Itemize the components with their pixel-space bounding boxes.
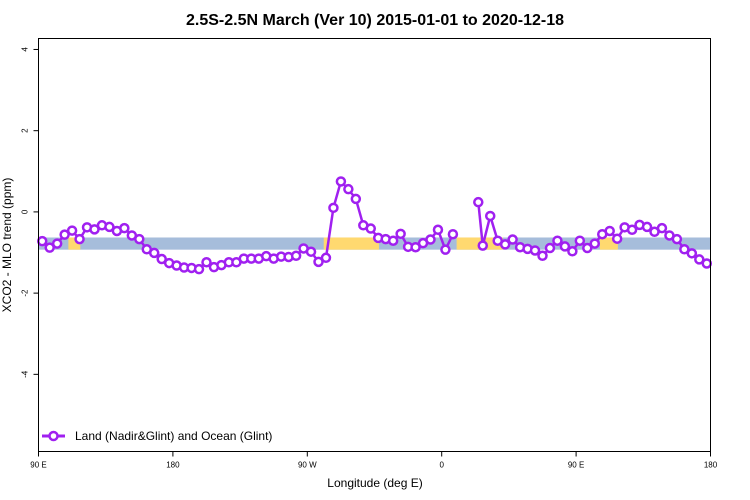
data-point xyxy=(89,224,100,235)
data-point xyxy=(425,234,436,245)
data-point xyxy=(473,196,484,208)
series-group xyxy=(36,176,713,275)
data-point xyxy=(544,242,556,254)
data-point xyxy=(343,183,354,195)
plot-frame xyxy=(38,38,711,452)
data-point xyxy=(313,256,324,268)
data-point xyxy=(656,222,668,234)
data-point xyxy=(589,238,601,249)
data-point xyxy=(201,257,212,268)
data-point xyxy=(36,235,48,247)
data-point xyxy=(484,210,496,222)
data-point xyxy=(626,224,638,236)
land-band xyxy=(68,237,81,250)
x-tick-label: 180 xyxy=(166,461,180,470)
legend-marker xyxy=(48,430,59,442)
y-tick-label: -2 xyxy=(21,289,30,297)
data-point xyxy=(365,223,377,234)
y-tick-label: 0 xyxy=(21,209,30,214)
data-point xyxy=(567,246,578,257)
data-point xyxy=(701,258,713,269)
data-point xyxy=(44,242,55,253)
data-point xyxy=(477,240,489,251)
data-point xyxy=(320,252,332,264)
data-point xyxy=(290,250,302,262)
data-point xyxy=(507,234,518,245)
data-point xyxy=(499,239,511,250)
data-point xyxy=(552,235,563,246)
data-point xyxy=(582,242,593,254)
data-point xyxy=(193,263,205,275)
data-point xyxy=(641,221,653,233)
x-tick-label: 180 xyxy=(704,461,718,470)
data-point xyxy=(559,241,571,252)
data-point xyxy=(335,176,347,187)
x-tick-label: 90 E xyxy=(568,461,584,470)
data-point xyxy=(679,244,690,255)
y-axis-label: XCO2 - MLO trend (ppm) xyxy=(0,178,14,313)
data-point xyxy=(410,241,421,253)
data-point xyxy=(350,193,362,205)
x-axis: 90 E 180 90 W 0 90 E 180 xyxy=(30,451,718,470)
data-point xyxy=(529,245,541,256)
background-band xyxy=(38,237,711,250)
x-axis-label: Longitude (deg E) xyxy=(327,476,422,490)
data-point xyxy=(51,238,63,249)
data-point xyxy=(694,254,705,265)
legend: Land (Nadir&Glint) and Ocean (Glint) xyxy=(42,429,272,443)
y-tick-label: 2 xyxy=(21,128,30,133)
legend-label: Land (Nadir&Glint) and Ocean (Glint) xyxy=(75,429,272,443)
data-point xyxy=(440,244,451,255)
x-tick-label: 0 xyxy=(439,461,444,470)
data-point xyxy=(119,222,130,234)
land-band xyxy=(323,237,379,250)
data-point xyxy=(387,235,399,246)
data-point xyxy=(574,235,586,246)
data-point xyxy=(156,253,167,265)
y-tick-label: -4 xyxy=(21,370,30,378)
data-point xyxy=(59,229,70,240)
data-point xyxy=(74,233,85,245)
data-point xyxy=(447,228,459,240)
data-point xyxy=(604,225,615,237)
data-point xyxy=(328,202,339,214)
data-point xyxy=(671,233,683,245)
data-point xyxy=(611,233,623,244)
x-tick-label: 90 W xyxy=(298,461,317,470)
data-point xyxy=(134,233,145,245)
data-point xyxy=(432,224,444,236)
data-point xyxy=(104,221,115,233)
data-point xyxy=(305,246,317,257)
y-tick-label: 4 xyxy=(21,47,30,52)
data-point xyxy=(395,228,406,240)
data-point xyxy=(686,248,698,259)
data-point xyxy=(148,247,160,259)
data-point xyxy=(66,225,78,236)
chart-title: 2.5S-2.5N March (Ver 10) 2015-01-01 to 2… xyxy=(186,12,564,29)
x-tick-label: 90 E xyxy=(30,461,46,470)
y-axis: 4 2 0 -2 -4 xyxy=(21,47,39,378)
data-point xyxy=(537,250,548,262)
